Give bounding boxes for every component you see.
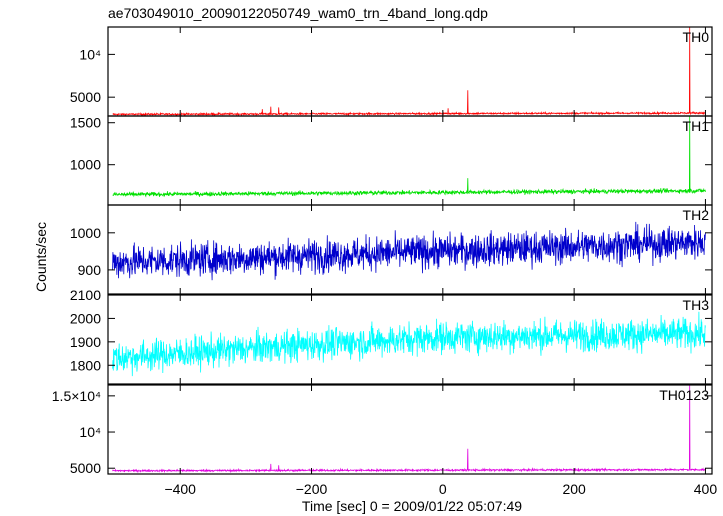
y-tick-label: 10⁴: [79, 424, 101, 440]
panel-th2: 900 1000 TH2: [70, 204, 713, 295]
y-tick-label: 2100: [70, 287, 101, 303]
panel-th1: 1000 1500 TH1: [70, 115, 713, 206]
panel-frame: [107, 26, 713, 117]
panel-th0123: 5000 10⁴ 1.5×10⁴ TH0123: [52, 384, 713, 476]
panel-frame: [107, 204, 713, 295]
x-tick-label: 0: [439, 481, 447, 497]
y-tick-label: 1000: [70, 225, 101, 241]
panel-label-th0: TH0: [683, 29, 710, 45]
panel-label-th2: TH2: [683, 207, 710, 223]
x-tick-label: 200: [562, 481, 586, 497]
series-line-th3: [112, 311, 706, 377]
chart-title: ae703049010_20090122050749_wam0_trn_4ban…: [108, 5, 488, 21]
series-line-th1: [112, 116, 706, 198]
x-tick-label: 400: [694, 481, 718, 497]
y-tick-label: 1.5×10⁴: [52, 388, 101, 404]
panel-label-th3: TH3: [683, 297, 710, 313]
panel-frame: [107, 384, 713, 475]
panel-th3: 1800 1900 2000 2100 TH3: [70, 287, 713, 385]
x-axis-label: Time [sec] 0 = 2009/01/22 05:07:49: [302, 498, 522, 514]
series-line-th2: [112, 221, 706, 281]
y-tick-label: 2000: [70, 310, 101, 326]
y-tick-label: 1500: [70, 115, 101, 131]
y-tick-label: 900: [78, 262, 102, 278]
x-tick-label: −200: [296, 481, 328, 497]
y-axis-label: Counts/sec: [33, 222, 49, 292]
y-tick-label: 5000: [70, 89, 101, 105]
panels-group: 5000 10⁴ TH0 1000 1500 TH1 900 1000 TH2 1800 1900 2…: [52, 26, 713, 476]
y-tick-label: 5000: [70, 460, 101, 476]
series-line-th0: [112, 27, 706, 116]
x-axis: −400 −200 0 200 400: [164, 481, 717, 497]
y-tick-label: 10⁴: [79, 46, 101, 62]
panel-th0: 5000 10⁴ TH0: [70, 26, 713, 117]
panel-frame: [107, 294, 713, 385]
y-tick-label: 1000: [70, 157, 101, 173]
panel-label-th0123: TH0123: [659, 387, 709, 403]
x-tick-label: −400: [164, 481, 196, 497]
y-tick-label: 1900: [70, 334, 101, 350]
panel-label-th1: TH1: [683, 118, 710, 134]
y-tick-label: 1800: [70, 357, 101, 373]
series-line-th0123: [112, 385, 706, 474]
